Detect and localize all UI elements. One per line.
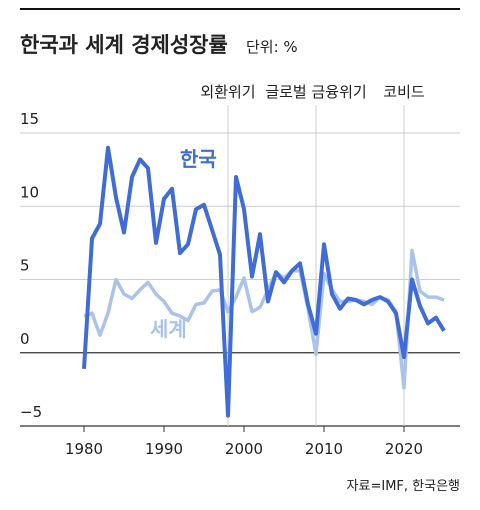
event-label: 글로벌 금융위기: [265, 83, 366, 101]
series-label: 세계: [150, 317, 187, 341]
x-tick-label: 2010: [305, 440, 343, 458]
y-tick-label: 5: [20, 257, 30, 275]
series-line: [82, 145, 446, 418]
x-tick-label: 2020: [385, 440, 423, 458]
y-tick-label: 10: [20, 183, 39, 201]
event-label: 코비드: [383, 83, 425, 101]
chart-title: 한국과 세계 경제성장률: [20, 33, 228, 57]
y-tick-label: 15: [20, 110, 39, 128]
event-label: 외환위기: [200, 83, 255, 101]
x-tick-label: 1990: [145, 440, 183, 458]
series-label: 한국: [180, 147, 217, 171]
x-tick-label: 2000: [225, 440, 263, 458]
x-tick-label: 1980: [65, 440, 103, 458]
chart-subtitle: 단위: %: [246, 38, 298, 56]
source: 자료=IMF, 한국은행: [347, 478, 460, 494]
y-tick-label: −5: [20, 403, 42, 421]
y-tick-label: 0: [20, 330, 30, 348]
